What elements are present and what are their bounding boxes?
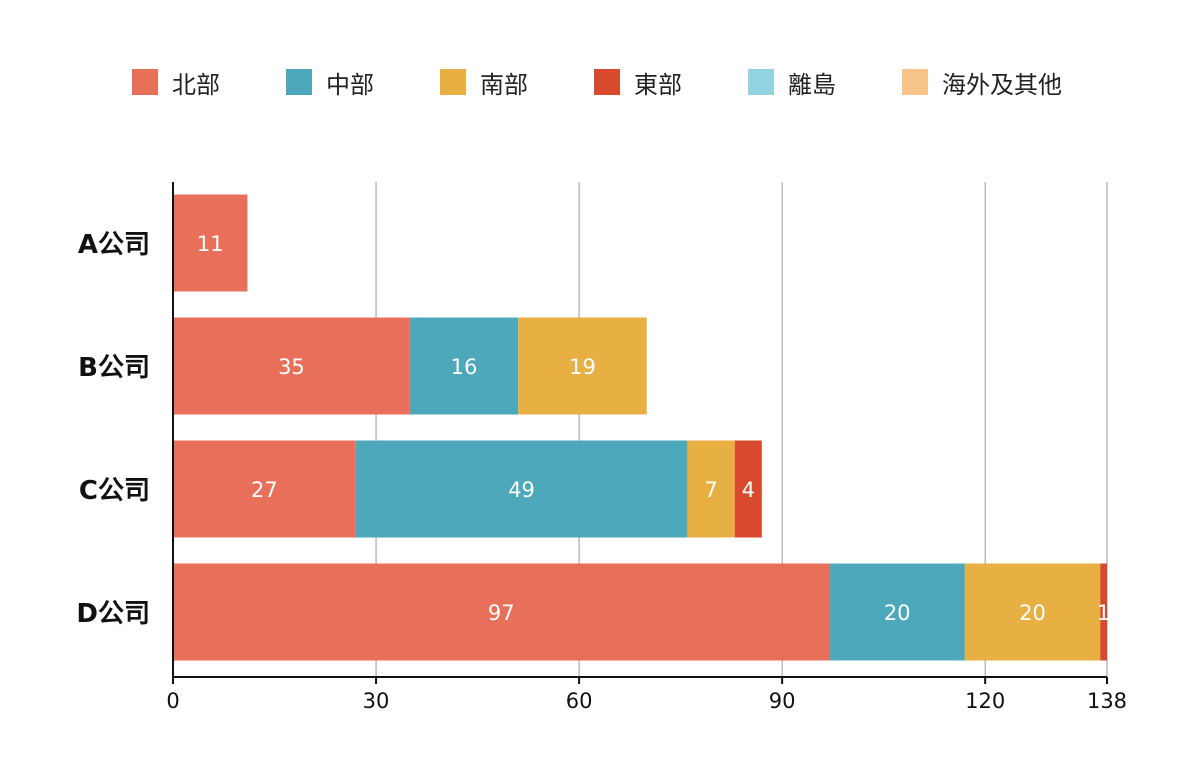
x-tick-label: 0 bbox=[166, 689, 179, 713]
bar-segment bbox=[687, 440, 735, 538]
legend-label: 海外及其他 bbox=[942, 70, 1062, 99]
legend-swatch bbox=[286, 69, 312, 95]
bar-value-label: 1 bbox=[1097, 601, 1110, 625]
bar-segment bbox=[734, 440, 762, 538]
category-label: D公司 bbox=[76, 599, 150, 629]
legend-item: 南部 bbox=[440, 62, 528, 102]
category-label: B公司 bbox=[78, 353, 150, 383]
bar-segment bbox=[829, 563, 965, 661]
x-tick-label: 60 bbox=[566, 689, 593, 713]
legend-swatch bbox=[902, 69, 928, 95]
legend-swatch bbox=[440, 69, 466, 95]
x-tick-label: 30 bbox=[363, 689, 390, 713]
bar-value-label: 11 bbox=[197, 232, 224, 256]
legend-label: 南部 bbox=[480, 70, 528, 99]
bar-value-label: 27 bbox=[251, 478, 278, 502]
bar-segment bbox=[173, 194, 248, 292]
legend-item: 離島 bbox=[748, 62, 836, 102]
legend-label: 東部 bbox=[634, 70, 682, 99]
legend-swatch bbox=[748, 69, 774, 95]
legend-label: 離島 bbox=[788, 70, 836, 99]
legend-item: 北部 bbox=[132, 62, 220, 102]
legend-swatch bbox=[594, 69, 620, 95]
legend-swatch bbox=[132, 69, 158, 95]
bar-segment bbox=[355, 440, 688, 538]
bar-value-label: 20 bbox=[1019, 601, 1046, 625]
bar-segment bbox=[173, 317, 410, 415]
x-tick-label: 138 bbox=[1087, 689, 1127, 713]
bar-segment bbox=[409, 317, 519, 415]
legend-item: 東部 bbox=[594, 62, 682, 102]
bar-segment bbox=[518, 317, 647, 415]
bar-value-label: 19 bbox=[569, 355, 596, 379]
bar-value-label: 20 bbox=[884, 601, 911, 625]
legend: 北部 中部 南部 東部 離島 海外及其他 bbox=[0, 62, 1200, 102]
bar-value-label: 49 bbox=[508, 478, 535, 502]
bar-value-label: 4 bbox=[742, 478, 755, 502]
x-tick-label: 90 bbox=[769, 689, 796, 713]
bar-segment bbox=[1100, 563, 1107, 661]
bar-value-label: 7 bbox=[704, 478, 717, 502]
category-label: A公司 bbox=[78, 230, 150, 260]
legend-label: 中部 bbox=[326, 70, 374, 99]
bar-segment bbox=[173, 563, 830, 661]
bar-segment bbox=[964, 563, 1101, 661]
legend-item: 海外及其他 bbox=[902, 62, 1062, 102]
bar-segment bbox=[173, 440, 356, 538]
bar-value-label: 16 bbox=[451, 355, 478, 379]
legend-label: 北部 bbox=[172, 70, 220, 99]
bar-value-label: 97 bbox=[488, 601, 515, 625]
bar-value-label: 35 bbox=[278, 355, 305, 379]
category-label: C公司 bbox=[79, 476, 150, 506]
legend-item: 中部 bbox=[286, 62, 374, 102]
x-tick-label: 120 bbox=[965, 689, 1005, 713]
